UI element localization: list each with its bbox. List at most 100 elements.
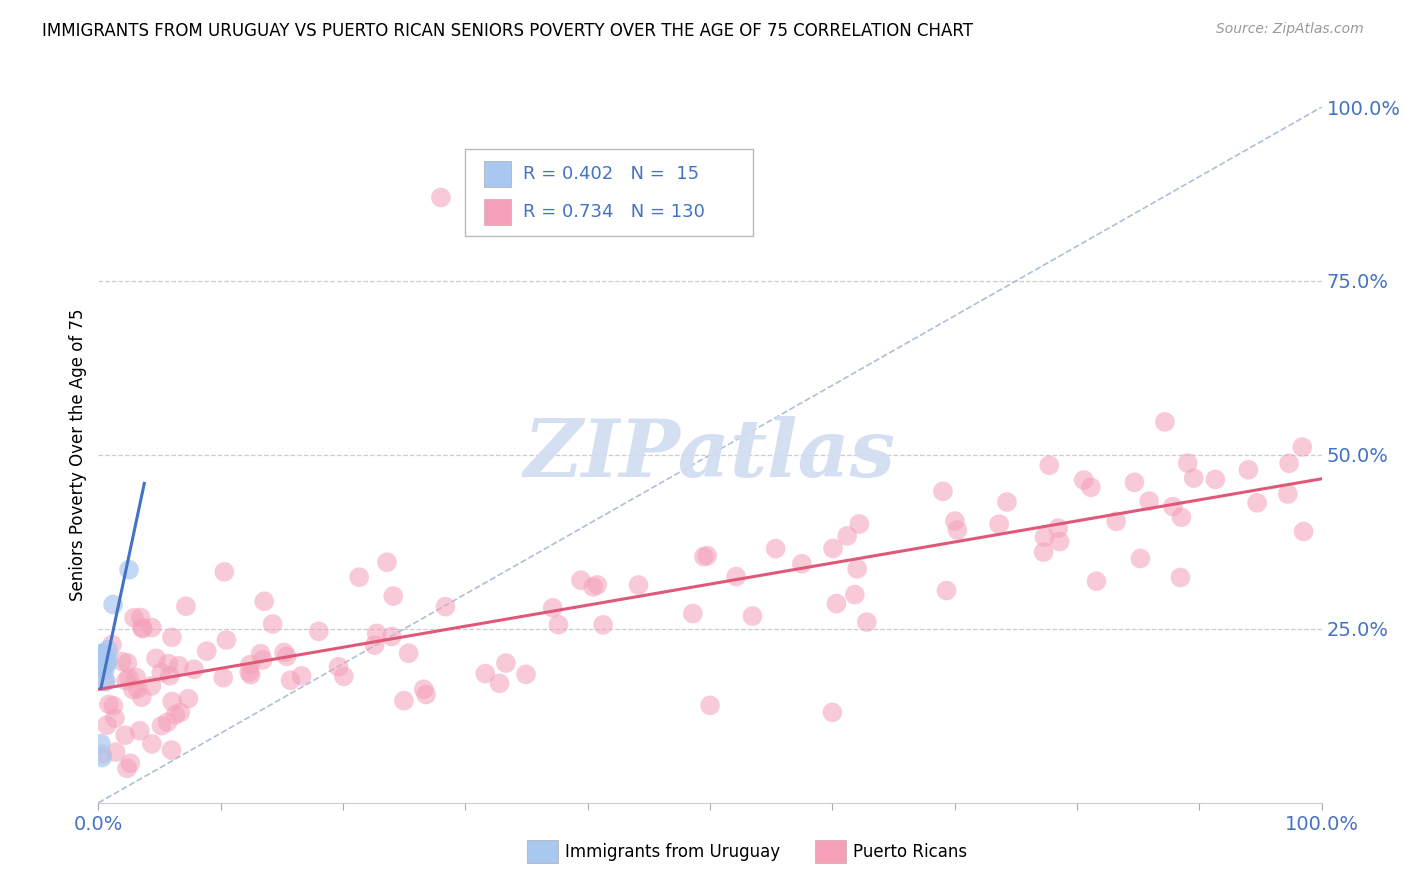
Point <box>495 656 517 670</box>
Point <box>821 541 844 556</box>
Point <box>212 671 235 685</box>
Point <box>328 660 350 674</box>
Point <box>790 557 813 571</box>
Point <box>375 555 398 569</box>
Point <box>1073 473 1095 487</box>
Point <box>308 624 330 639</box>
Point <box>988 517 1011 532</box>
Point <box>381 630 404 644</box>
Point <box>935 583 957 598</box>
Point <box>93 657 115 671</box>
Point <box>159 669 181 683</box>
Point <box>434 599 457 614</box>
Point <box>160 630 183 644</box>
Text: Puerto Ricans: Puerto Ricans <box>853 843 967 861</box>
Point <box>91 660 114 674</box>
Point <box>1177 456 1199 470</box>
Point <box>569 573 592 587</box>
Point <box>262 616 284 631</box>
Point <box>280 673 302 688</box>
Point <box>696 549 718 563</box>
Point <box>249 647 271 661</box>
Point <box>1038 458 1060 473</box>
Text: Immigrants from Uruguay: Immigrants from Uruguay <box>565 843 780 861</box>
Point <box>1237 463 1260 477</box>
Bar <box>484 199 510 226</box>
Point <box>627 578 650 592</box>
Point <box>1182 471 1205 485</box>
Point <box>156 715 179 730</box>
Point <box>141 679 163 693</box>
Point <box>366 626 388 640</box>
Point <box>239 657 262 672</box>
Point <box>943 514 966 528</box>
Point <box>93 650 115 665</box>
Point <box>252 653 274 667</box>
Point <box>253 594 276 608</box>
Point <box>932 484 955 499</box>
Point <box>118 671 141 685</box>
Point <box>169 706 191 720</box>
Point <box>392 693 415 707</box>
Point <box>333 669 356 683</box>
Point <box>238 665 260 679</box>
Point <box>157 657 180 671</box>
Text: R = 0.402   N =  15: R = 0.402 N = 15 <box>523 165 699 183</box>
Point <box>1161 500 1184 514</box>
Point <box>115 761 138 775</box>
Point <box>474 666 496 681</box>
Point <box>215 632 238 647</box>
FancyBboxPatch shape <box>465 149 752 235</box>
Point <box>586 578 609 592</box>
Point <box>488 676 510 690</box>
Point <box>1105 514 1128 528</box>
Point <box>1080 480 1102 494</box>
Point <box>150 719 173 733</box>
Point <box>127 681 149 696</box>
Point <box>114 728 136 742</box>
Point <box>91 646 114 660</box>
Point <box>101 598 124 612</box>
Point <box>128 723 150 738</box>
Point <box>1204 472 1226 486</box>
Point <box>541 600 564 615</box>
Point <box>837 529 859 543</box>
Point <box>165 707 187 722</box>
Point <box>91 660 114 674</box>
Point <box>725 569 748 583</box>
Point <box>1123 475 1146 490</box>
Point <box>239 667 262 681</box>
Point <box>103 698 125 713</box>
Point <box>141 737 163 751</box>
Point <box>741 609 763 624</box>
Point <box>129 610 152 624</box>
Point <box>93 664 115 678</box>
Point <box>195 644 218 658</box>
Point <box>1278 456 1301 470</box>
Point <box>97 653 120 667</box>
Point <box>120 756 142 771</box>
Point <box>131 622 153 636</box>
Point <box>1292 524 1315 539</box>
Point <box>214 565 236 579</box>
Point <box>93 649 115 664</box>
Point <box>97 642 120 657</box>
Point <box>160 743 183 757</box>
Point <box>682 607 704 621</box>
Point <box>183 662 205 676</box>
Point <box>177 691 200 706</box>
Point <box>1291 440 1313 454</box>
Point <box>1033 530 1056 544</box>
Point <box>131 620 153 634</box>
Point <box>582 580 605 594</box>
Point <box>273 645 295 659</box>
Point <box>946 523 969 537</box>
Point <box>1170 570 1192 584</box>
Point <box>167 658 190 673</box>
Point <box>1085 574 1108 589</box>
Point <box>125 670 148 684</box>
Point <box>122 682 145 697</box>
Point <box>1137 494 1160 508</box>
Point <box>1246 496 1268 510</box>
Text: ZIPatlas: ZIPatlas <box>524 417 896 493</box>
